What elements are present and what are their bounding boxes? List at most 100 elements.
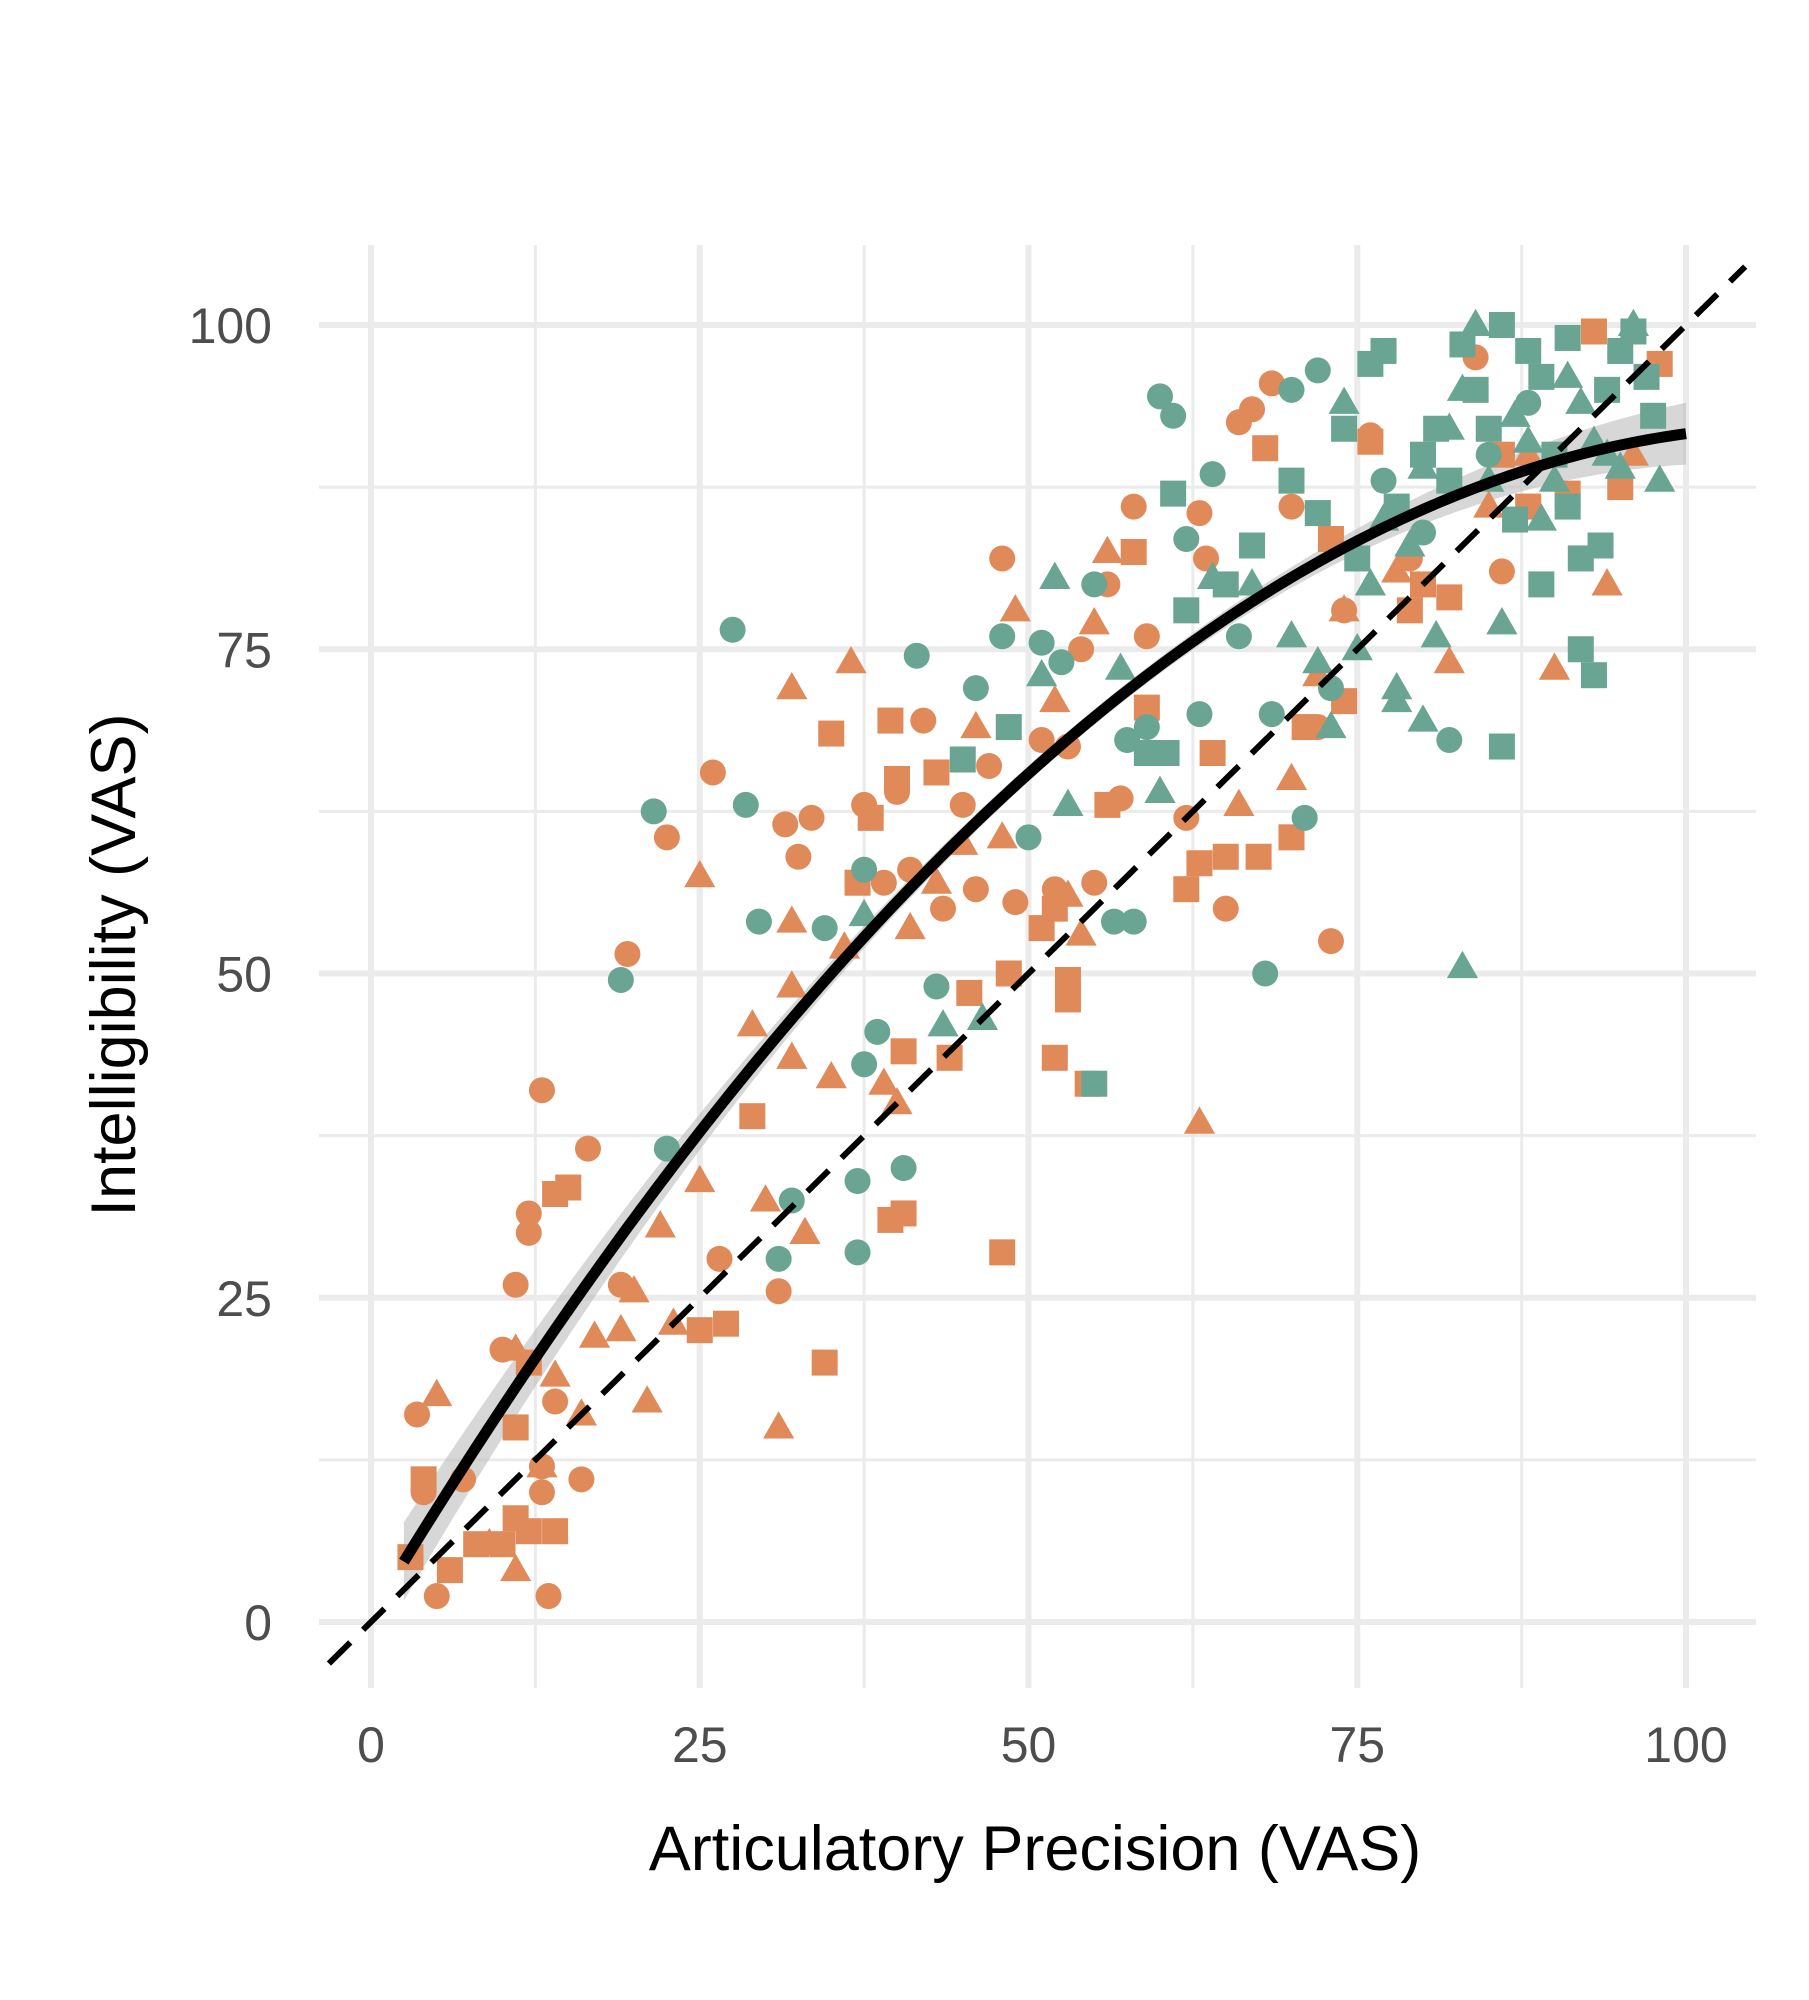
teal-circle-point: [1120, 908, 1147, 935]
orange-circle-point: [1068, 636, 1095, 663]
orange-circle-point: [870, 869, 897, 896]
gridlines: [319, 245, 1756, 1688]
teal-circle-point: [890, 1155, 917, 1182]
teal-triangle-point: [1394, 529, 1426, 557]
teal-circle-point: [864, 1018, 891, 1045]
teal-triangle-point: [848, 898, 880, 927]
teal-square-point: [1081, 1070, 1108, 1097]
orange-circle-point: [614, 941, 641, 968]
orange-circle-point: [930, 895, 957, 922]
teal-circle-point: [1186, 701, 1213, 728]
orange-triangle-point: [1591, 568, 1623, 596]
teal-square-point: [1160, 480, 1187, 507]
teal-circle-point: [765, 1245, 792, 1272]
orange-square-point: [739, 1103, 766, 1130]
orange-square-point: [1054, 986, 1081, 1013]
orange-triangle-point: [605, 1313, 637, 1342]
orange-circle-point: [910, 707, 937, 734]
orange-square-point: [1094, 791, 1121, 818]
orange-triangle-point: [526, 1450, 558, 1478]
orange-square-point: [811, 1349, 838, 1376]
orange-triangle-point: [421, 1378, 453, 1407]
orange-circle-point: [1120, 493, 1147, 520]
teal-circle-point: [1028, 629, 1055, 656]
orange-triangle-point: [749, 1184, 782, 1212]
teal-square-point: [1528, 363, 1555, 390]
orange-circle-point: [515, 1200, 542, 1227]
teal-triangle-point: [1512, 425, 1544, 453]
teal-triangle-point: [1144, 775, 1176, 803]
orange-square-point: [857, 804, 884, 831]
orange-square-point: [890, 1200, 917, 1227]
orange-square-point: [1199, 740, 1226, 767]
orange-circle-point: [515, 1219, 542, 1246]
teal-circle-point: [732, 791, 759, 818]
orange-circle-point: [1081, 869, 1108, 896]
orange-triangle-point: [920, 866, 953, 894]
orange-triangle-point: [1091, 535, 1123, 564]
teal-triangle-point: [1604, 451, 1636, 479]
teal-triangle-point: [1446, 373, 1479, 401]
orange-square-point: [713, 1310, 740, 1337]
y-tick-label: 0: [244, 1595, 272, 1651]
orange-square-point: [1252, 435, 1279, 462]
orange-triangle-point: [776, 970, 808, 998]
teal-circle-point: [844, 1239, 871, 1266]
teal-square-point: [949, 746, 976, 773]
data-points: [397, 308, 1676, 1610]
x-tick-label: 50: [1001, 1717, 1057, 1773]
teal-circle-point: [1160, 402, 1187, 429]
teal-square-point: [1594, 376, 1621, 403]
teal-circle-point: [640, 798, 667, 825]
orange-square-point: [515, 1518, 542, 1545]
teal-square-point: [1475, 415, 1502, 442]
teal-square-point: [1633, 363, 1660, 390]
teal-square-point: [1554, 324, 1581, 351]
orange-square-point: [1245, 843, 1272, 870]
teal-square-point: [1580, 662, 1607, 689]
teal-triangle-point: [927, 1009, 959, 1037]
orange-square-point: [1186, 850, 1213, 877]
teal-circle-point: [851, 1051, 878, 1078]
teal-triangle-point: [1460, 308, 1492, 337]
identity-reference-line: [326, 264, 1748, 1666]
teal-triangle-point: [1565, 386, 1597, 414]
orange-square-point: [1436, 584, 1463, 611]
orange-triangle-point: [1183, 1106, 1216, 1134]
orange-triangle-point: [868, 1067, 900, 1095]
orange-triangle-point: [960, 710, 992, 739]
teal-circle-point: [989, 623, 1016, 650]
orange-triangle-point: [578, 1320, 611, 1348]
teal-square-point: [1488, 312, 1515, 338]
orange-triangle-point: [1328, 594, 1360, 622]
orange-square-point: [1212, 843, 1239, 870]
teal-circle-point: [1225, 623, 1252, 650]
orange-circle-point: [423, 1583, 450, 1610]
orange-triangle-point: [1052, 879, 1084, 907]
teal-circle-point: [1370, 467, 1397, 494]
teal-circle-point: [811, 915, 838, 942]
orange-circle-point: [528, 1077, 555, 1104]
teal-triangle-point: [1275, 620, 1308, 648]
orange-triangle-point: [684, 1164, 716, 1193]
orange-circle-point: [962, 876, 989, 903]
orange-triangle-point: [776, 905, 808, 933]
orange-square-point: [989, 1239, 1016, 1266]
teal-circle-point: [1173, 526, 1200, 553]
teal-triangle-point: [1499, 399, 1531, 427]
teal-triangle-point: [1328, 386, 1360, 414]
teal-triangle-point: [1433, 412, 1465, 440]
teal-triangle-point: [1407, 451, 1439, 479]
teal-triangle-point: [1381, 684, 1413, 713]
orange-circle-point: [574, 1135, 601, 1162]
teal-circle-point: [778, 1187, 805, 1214]
teal-triangle-point: [1617, 308, 1649, 337]
teal-square-point: [1153, 740, 1180, 767]
orange-triangle-point: [789, 1216, 821, 1244]
teal-square-point: [1502, 506, 1529, 533]
teal-triangle-point: [1538, 464, 1571, 492]
teal-square-point: [1331, 415, 1358, 442]
orange-square-point: [818, 720, 845, 747]
teal-triangle-point: [1486, 607, 1518, 635]
